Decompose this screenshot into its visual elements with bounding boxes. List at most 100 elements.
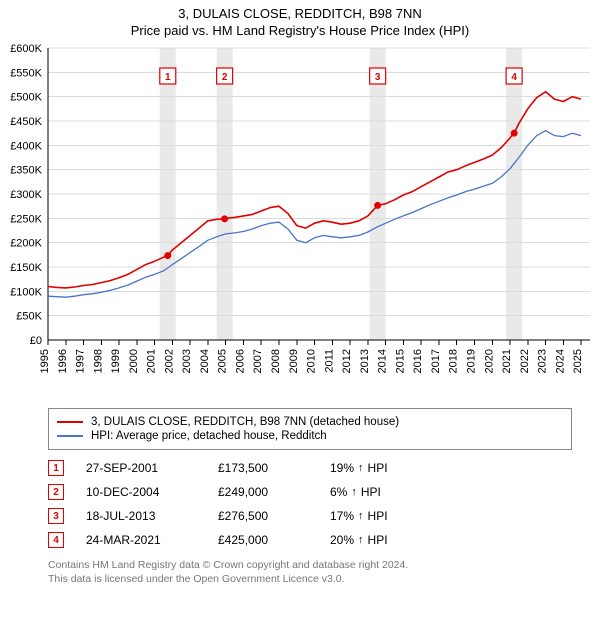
y-tick-label: £0 (30, 335, 42, 347)
flag-number: 4 (511, 72, 517, 83)
x-tick-label: 2021 (501, 349, 513, 373)
x-tick-label: 2023 (537, 349, 549, 373)
series-line-1 (48, 131, 581, 298)
y-tick-label: £50K (16, 311, 42, 323)
page-root: 3, DULAIS CLOSE, REDDITCH, B98 7NN Price… (0, 0, 600, 586)
sale-flag: 1 (48, 460, 64, 476)
sale-row: 2 10-DEC-2004 £249,000 6% ↑ HPI (48, 480, 572, 504)
x-tick-label: 1996 (57, 349, 69, 373)
x-tick-label: 2013 (359, 349, 371, 373)
x-tick-label: 2019 (465, 349, 477, 373)
flag-number: 1 (165, 72, 171, 83)
sale-row: 4 24-MAR-2021 £425,000 20% ↑ HPI (48, 528, 572, 552)
x-tick-label: 1995 (39, 349, 51, 373)
x-tick-label: 1997 (75, 349, 87, 373)
flag-number: 2 (222, 72, 228, 83)
x-tick-label: 2006 (234, 349, 246, 373)
sales-table: 1 27-SEP-2001 £173,500 19% ↑ HPI 2 10-DEC-2004 £… (48, 456, 572, 552)
legend-row: 3, DULAIS CLOSE, REDDITCH, B98 7NN (deta… (57, 415, 563, 429)
sale-marker (374, 202, 381, 209)
flag-number: 3 (375, 72, 381, 83)
sale-date: 10-DEC-2004 (86, 485, 196, 499)
y-tick-label: £500K (10, 92, 42, 104)
sale-row: 1 27-SEP-2001 £173,500 19% ↑ HPI (48, 456, 572, 480)
sale-delta-pct: 19% (330, 461, 354, 475)
y-tick-label: £100K (10, 286, 42, 298)
x-tick-label: 2008 (270, 349, 282, 373)
x-tick-label: 2025 (572, 349, 584, 373)
x-tick-label: 2020 (483, 349, 495, 373)
legend-row: HPI: Average price, detached house, Redd… (57, 429, 563, 443)
y-tick-label: £200K (10, 238, 42, 250)
arrow-up-icon: ↑ (351, 486, 357, 498)
title-block: 3, DULAIS CLOSE, REDDITCH, B98 7NN Price… (0, 0, 600, 40)
x-tick-label: 2001 (146, 349, 158, 373)
sale-delta-suffix: HPI (368, 461, 388, 475)
x-tick-label: 2011 (323, 349, 335, 373)
x-tick-label: 2005 (217, 349, 229, 373)
sale-date: 27-SEP-2001 (86, 461, 196, 475)
x-tick-label: 2007 (252, 349, 264, 373)
x-tick-label: 2009 (288, 349, 300, 373)
sale-delta-suffix: HPI (361, 485, 381, 499)
sale-price: £276,500 (218, 509, 308, 523)
x-tick-label: 2000 (128, 349, 140, 373)
x-tick-label: 1999 (110, 349, 122, 373)
sale-price: £173,500 (218, 461, 308, 475)
y-tick-label: £450K (10, 116, 42, 128)
y-tick-label: £300K (10, 189, 42, 201)
sale-delta-suffix: HPI (368, 509, 388, 523)
sale-price: £425,000 (218, 533, 308, 547)
sale-delta-pct: 17% (330, 509, 354, 523)
y-tick-label: £350K (10, 165, 42, 177)
y-tick-label: £150K (10, 262, 42, 274)
title-address: 3, DULAIS CLOSE, REDDITCH, B98 7NN (0, 6, 600, 21)
sale-delta-pct: 6% (330, 485, 347, 499)
sale-delta: 6% ↑ HPI (330, 485, 381, 499)
y-tick-label: £250K (10, 213, 42, 225)
y-tick-label: £600K (10, 43, 42, 55)
arrow-up-icon: ↑ (358, 534, 364, 546)
sale-delta: 20% ↑ HPI (330, 533, 388, 547)
sale-marker (164, 252, 171, 259)
sale-flag: 4 (48, 532, 64, 548)
sale-marker (511, 130, 518, 137)
x-tick-label: 2004 (199, 349, 211, 373)
chart-area: £0 £50K £100K £150K £200K £250K £300K £350K £400… (0, 40, 600, 400)
x-tick-label: 2010 (306, 349, 318, 373)
x-tick-label: 2017 (430, 349, 442, 373)
sale-flag: 2 (48, 484, 64, 500)
price-chart: £0 £50K £100K £150K £200K £250K £300K £350K £400… (0, 40, 600, 400)
arrow-up-icon: ↑ (358, 510, 364, 522)
legend-label: HPI: Average price, detached house, Redd… (91, 430, 327, 442)
sale-marker (221, 215, 228, 222)
sale-date: 18-JUL-2013 (86, 509, 196, 523)
sale-flag: 3 (48, 508, 64, 524)
x-tick-label: 2003 (181, 349, 193, 373)
sale-delta: 19% ↑ HPI (330, 461, 388, 475)
sale-delta-pct: 20% (330, 533, 354, 547)
x-tick-label: 2012 (341, 349, 353, 373)
sale-delta-suffix: HPI (368, 533, 388, 547)
x-tick-label: 1998 (92, 349, 104, 373)
sale-date: 24-MAR-2021 (86, 533, 196, 547)
footer-attribution: Contains HM Land Registry data © Crown c… (48, 558, 572, 586)
x-tick-label: 2002 (163, 349, 175, 373)
x-axis (48, 340, 581, 345)
x-tick-label: 2024 (554, 349, 566, 373)
x-tick-label: 2016 (412, 349, 424, 373)
legend-label: 3, DULAIS CLOSE, REDDITCH, B98 7NN (deta… (91, 416, 399, 428)
footer-line2: This data is licensed under the Open Gov… (48, 572, 572, 586)
x-tick-label: 2015 (394, 349, 406, 373)
y-tick-label: £550K (10, 67, 42, 79)
x-tick-label: 2014 (377, 349, 389, 373)
sale-row: 3 18-JUL-2013 £276,500 17% ↑ HPI (48, 504, 572, 528)
x-tick-label: 2022 (519, 349, 531, 373)
arrow-up-icon: ↑ (358, 462, 364, 474)
footer-line1: Contains HM Land Registry data © Crown c… (48, 558, 572, 572)
sale-price: £249,000 (218, 485, 308, 499)
x-tick-label: 2018 (448, 349, 460, 373)
legend-swatch (57, 435, 83, 437)
legend-swatch (57, 421, 83, 423)
y-tick-label: £400K (10, 140, 42, 152)
